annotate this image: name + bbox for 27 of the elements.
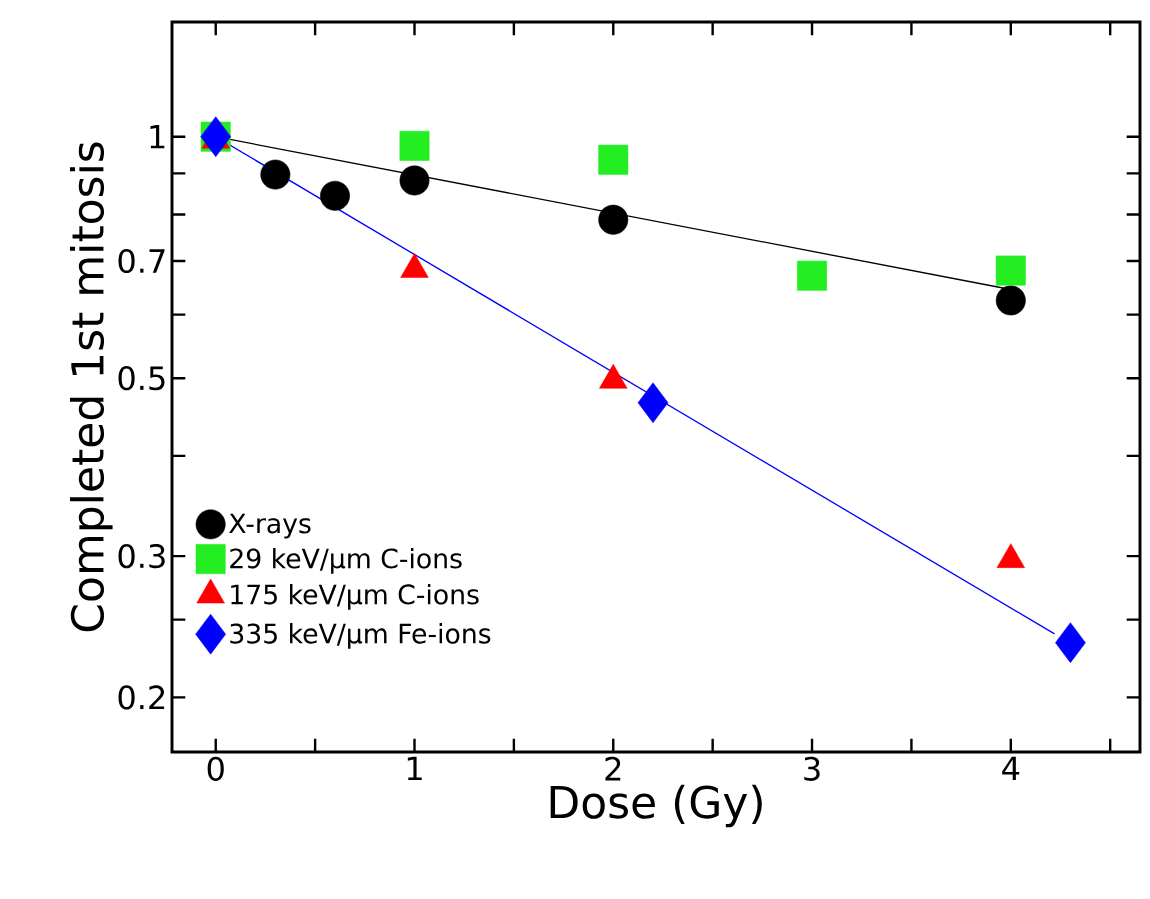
legend-label: 175 keV/µm C-ions <box>231 583 479 610</box>
point <box>320 180 350 211</box>
x-tick-label: 2 <box>605 756 621 781</box>
x-tick-label: 4 <box>1002 756 1020 781</box>
y-tick-label: 0.5 <box>118 366 165 391</box>
point <box>637 382 669 423</box>
x-tick-label: 1 <box>407 756 422 781</box>
legend-label: 29 keV/µm C-ions <box>230 547 462 574</box>
point <box>995 255 1026 286</box>
legend-label: 335 keV/µm Fe-ions <box>230 623 491 649</box>
x-tick-label: 0 <box>207 756 224 781</box>
y-tick-label: 0.7 <box>118 248 165 274</box>
y-axis-title: Completed 1st mitosis <box>70 142 113 632</box>
legend-label: X-rays <box>229 513 311 539</box>
point <box>598 204 629 235</box>
point <box>260 159 291 190</box>
point <box>399 130 430 161</box>
y-tick-label: 0.3 <box>118 544 165 569</box>
point <box>995 285 1026 316</box>
point <box>598 144 629 175</box>
point <box>1055 622 1086 663</box>
x-axis-title: Dose (Gy) <box>550 784 762 828</box>
x-tick-label: 3 <box>804 756 820 781</box>
point <box>797 260 827 291</box>
point <box>399 165 430 196</box>
y-tick-label: 1 <box>150 125 165 149</box>
y-tick-label: 0.2 <box>118 685 165 710</box>
